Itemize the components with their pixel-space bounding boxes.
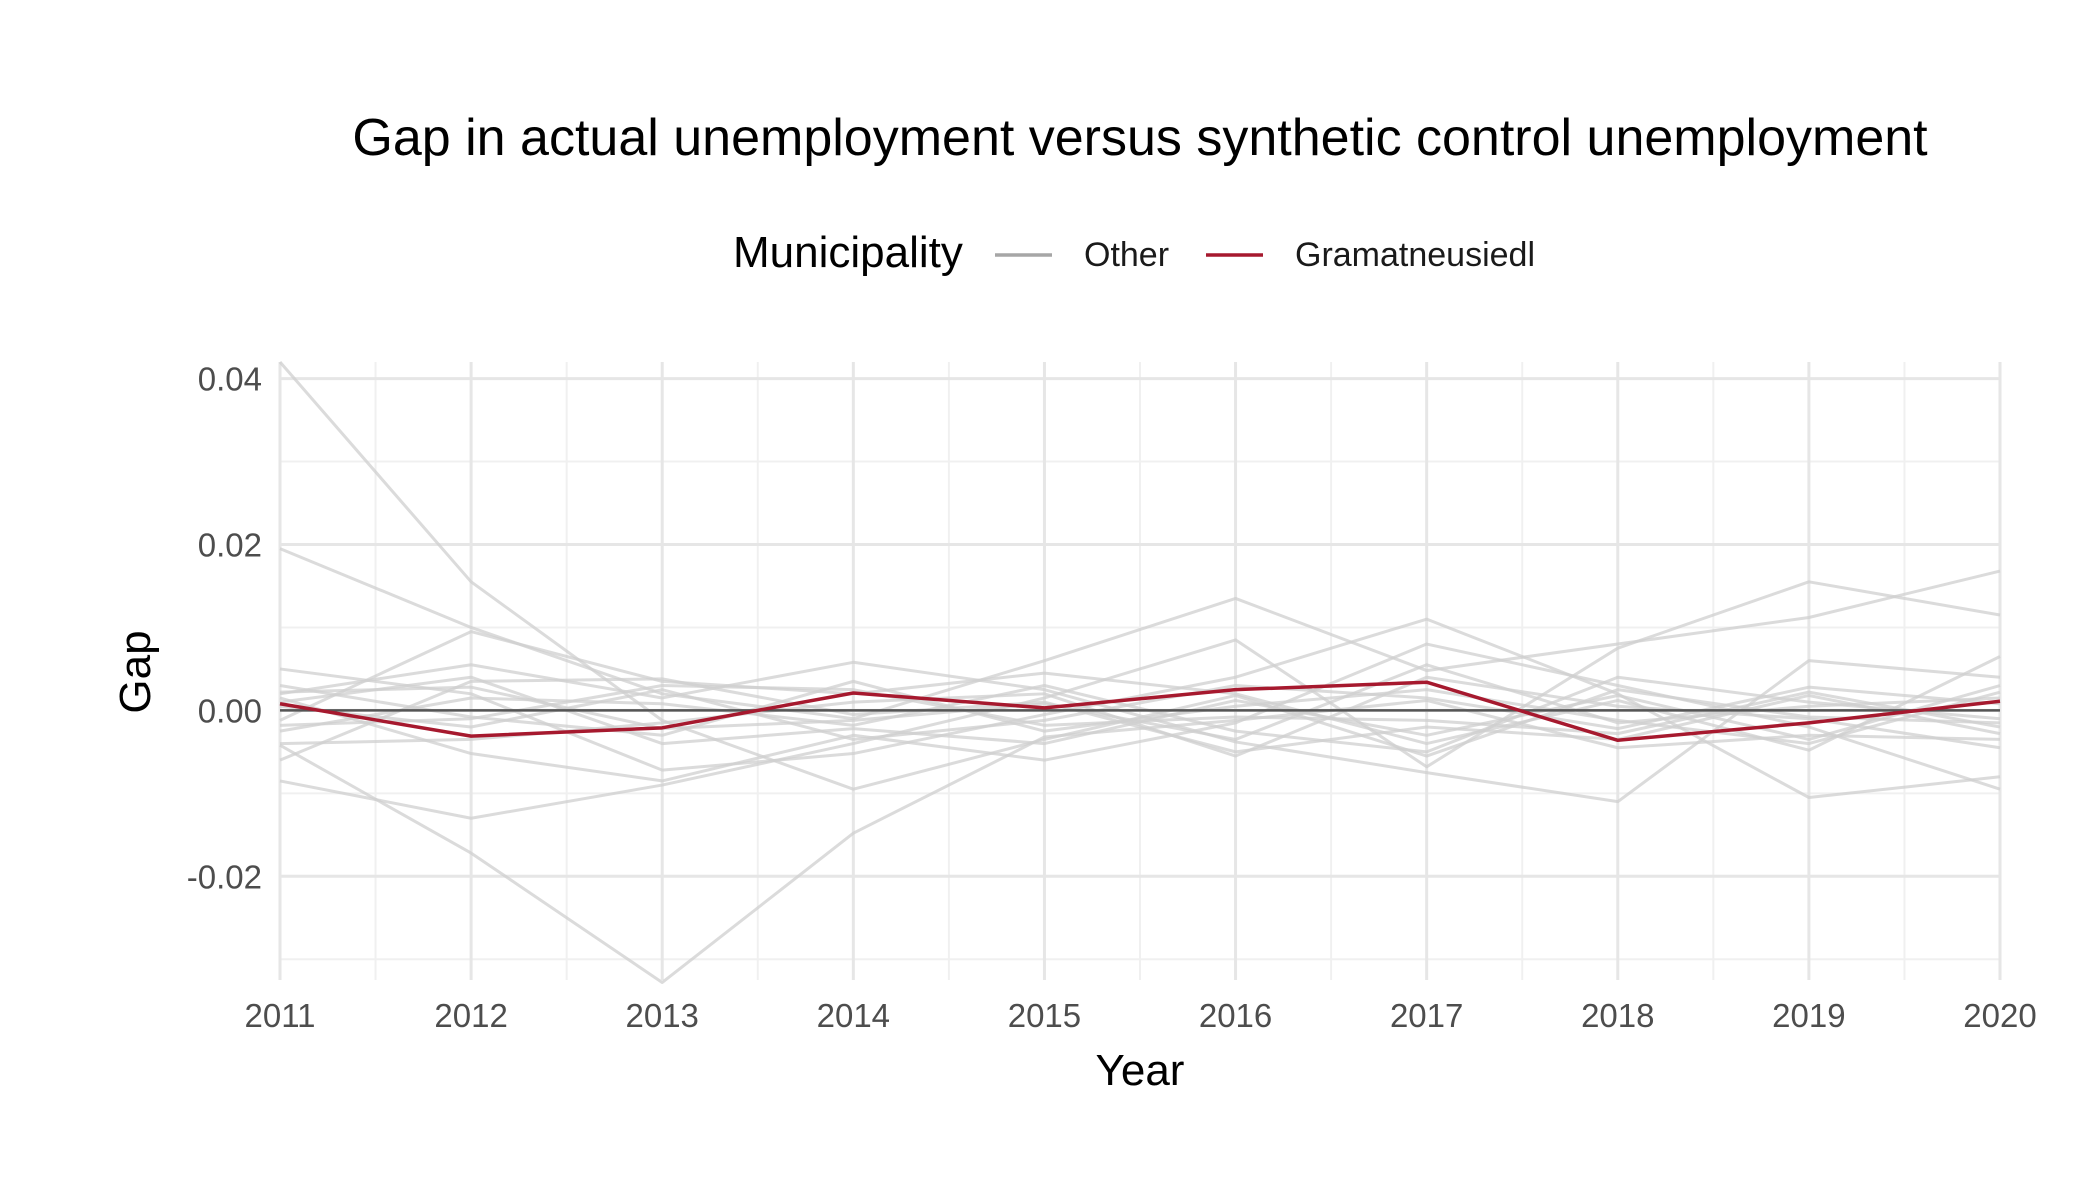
x-tick-label: 2019 [1772,997,1845,1034]
y-tick-label: 0.04 [198,361,262,398]
legend: Municipality Other Gramatneusiedl [733,228,1535,277]
main-series-lines [279,680,2001,743]
x-axis-tick-labels: 2011 2012 2013 2014 2015 2016 2017 2018 2019 2020 [245,997,2037,1034]
y-axis-title: Gap [111,630,160,713]
x-tick-label: 2013 [626,997,699,1034]
x-tick-label: 2016 [1199,997,1272,1034]
grid [278,362,2002,980]
other-series-line [279,547,2001,721]
x-tick-label: 2017 [1390,997,1463,1034]
other-series-line [279,642,2001,791]
x-tick-label: 2015 [1008,997,1081,1034]
other-series-line [279,698,2001,984]
y-tick-label: -0.02 [187,858,262,895]
y-axis-tick-labels: -0.02 0.00 0.02 0.04 [187,361,262,896]
other-series-line [279,663,2001,741]
series-line-gramatneusiedl [279,680,2001,743]
x-tick-label: 2011 [245,997,316,1034]
x-tick-label: 2012 [434,997,507,1034]
y-tick-label: 0.02 [198,526,262,563]
chart-title: Gap in actual unemployment versus synthe… [352,109,1928,167]
y-tick-label: 0.00 [198,692,262,729]
other-series-line [279,580,2001,820]
x-tick-label: 2014 [817,997,890,1034]
legend-title: Municipality [733,228,963,277]
x-axis-title: Year [1096,1046,1185,1095]
legend-label-other: Other [1084,236,1169,274]
other-series-line [279,630,2001,752]
x-tick-label: 2020 [1963,997,2036,1034]
x-tick-label: 2018 [1581,997,1654,1034]
legend-label-gramatneusiedl: Gramatneusiedl [1295,236,1535,274]
